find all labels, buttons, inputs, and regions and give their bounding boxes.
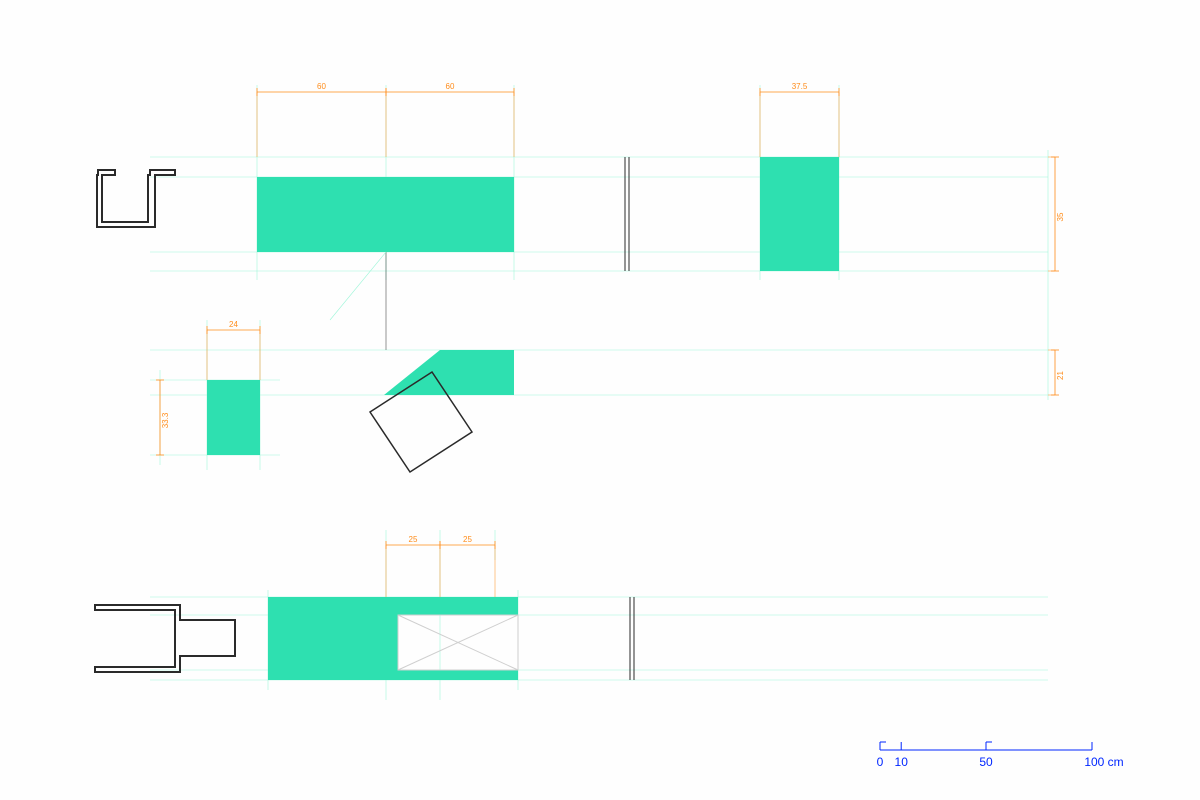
svg-text:50: 50	[979, 755, 993, 769]
svg-text:0: 0	[877, 755, 884, 769]
svg-text:21: 21	[1056, 371, 1065, 380]
svg-text:37.5: 37.5	[792, 82, 808, 91]
svg-text:25: 25	[409, 535, 418, 544]
svg-text:60: 60	[446, 82, 455, 91]
technical-drawing: 60 60 37.5 24 25 25 35 21 33.3 0 10 50 100 cm	[0, 0, 1200, 800]
svg-text:60: 60	[317, 82, 326, 91]
svg-text:10: 10	[895, 755, 909, 769]
svg-text:100 cm: 100 cm	[1084, 755, 1123, 769]
svg-text:33.3: 33.3	[161, 412, 170, 428]
svg-text:24: 24	[229, 320, 238, 329]
svg-text:35: 35	[1056, 212, 1065, 221]
svg-text:25: 25	[463, 535, 472, 544]
